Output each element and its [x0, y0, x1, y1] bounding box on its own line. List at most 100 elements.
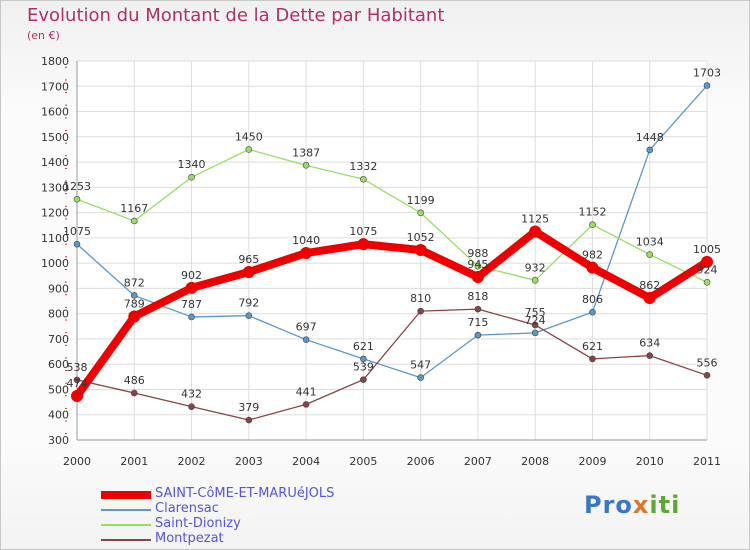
x-tick-label: 2007	[464, 455, 492, 468]
data-point	[360, 175, 367, 183]
data-point	[130, 217, 138, 225]
y-tick-label: 700	[48, 333, 69, 346]
data-label: 932	[525, 261, 546, 274]
data-label: 474	[67, 377, 88, 390]
data-label: 872	[124, 276, 145, 289]
data-point	[589, 355, 596, 363]
data-point	[703, 82, 711, 89]
x-tick-label: 2010	[636, 455, 664, 468]
data-point	[471, 271, 484, 284]
data-point	[128, 310, 141, 323]
data-point	[185, 281, 198, 294]
data-label: 724	[525, 314, 546, 327]
data-label: 1703	[693, 67, 721, 80]
data-point	[245, 312, 253, 319]
data-label: 1340	[178, 158, 206, 171]
data-point	[73, 195, 81, 203]
y-tick-label: 1300	[41, 181, 69, 194]
y-tick-label: 1600	[41, 106, 69, 119]
data-label: 1387	[292, 146, 320, 159]
data-point	[130, 292, 138, 299]
x-tick-label: 2009	[578, 455, 606, 468]
y-tick-label: 800	[48, 308, 69, 321]
data-label: 902	[181, 269, 202, 282]
y-tick-label: 300	[48, 434, 69, 447]
data-point	[529, 225, 542, 238]
data-point	[73, 376, 81, 384]
series-line	[76, 84, 708, 379]
legend-swatch	[101, 524, 151, 526]
legend-swatch	[101, 509, 151, 511]
proxiti-logo: Proxiti	[584, 491, 680, 519]
x-tick-label: 2003	[235, 455, 263, 468]
data-point	[130, 389, 138, 397]
data-point	[357, 238, 370, 251]
data-point	[589, 221, 596, 229]
data-point	[586, 261, 599, 274]
data-label: 432	[181, 388, 202, 401]
y-tick-label: 1200	[41, 207, 69, 220]
y-tick-label: 1800	[41, 55, 69, 68]
y-tick-label: 1400	[41, 156, 69, 169]
legend: SAINT-CôME-ET-MARUéJOLS Clarensac Saint-Di…	[101, 486, 421, 547]
data-point	[360, 376, 367, 383]
x-tick-label: 2001	[120, 455, 148, 468]
x-tick-label: 2006	[407, 455, 435, 468]
data-point	[474, 331, 482, 339]
data-label: 818	[467, 290, 488, 303]
data-label: 1125	[521, 213, 549, 226]
x-tick-label: 2011	[693, 455, 721, 468]
data-label: 806	[582, 293, 603, 306]
data-label: 1450	[235, 130, 263, 143]
data-point	[188, 313, 195, 321]
data-point	[701, 255, 713, 268]
legend-item: Montpezat	[101, 531, 421, 547]
data-point	[245, 416, 253, 424]
data-point	[188, 173, 195, 181]
data-label: 379	[238, 401, 259, 414]
data-point	[646, 251, 654, 258]
legend-item: SAINT-CôME-ET-MARUéJOLS	[101, 486, 421, 502]
data-label: 1253	[63, 180, 91, 193]
legend-label: Montpezat	[155, 531, 224, 546]
data-label: 755	[525, 306, 546, 319]
chart-unit-label: (en €)	[27, 29, 60, 42]
data-label: 924	[697, 263, 718, 276]
y-tick-label: 600	[48, 358, 69, 371]
data-point	[300, 247, 313, 260]
data-point	[646, 146, 654, 154]
y-tick-label: 1000	[41, 257, 69, 270]
data-label: 982	[582, 249, 603, 262]
data-label: 1034	[636, 236, 664, 249]
data-point	[417, 374, 424, 381]
series-line	[76, 308, 708, 421]
data-point	[242, 265, 255, 278]
data-point	[188, 403, 195, 410]
legend-label: Saint-Dionizy	[155, 516, 241, 531]
data-label: 715	[467, 316, 488, 329]
data-point	[302, 162, 310, 169]
data-point	[646, 352, 654, 359]
y-tick-label: 1500	[41, 131, 69, 144]
data-point	[73, 240, 81, 248]
data-label: 539	[353, 361, 374, 374]
data-label: 697	[296, 321, 317, 334]
data-point	[474, 305, 482, 313]
data-label: 538	[67, 361, 88, 374]
legend-swatch	[101, 491, 151, 499]
series-line	[76, 148, 708, 283]
data-point	[474, 262, 482, 270]
data-label: 1332	[349, 160, 377, 173]
legend-item: Saint-Dionizy	[101, 516, 421, 532]
x-tick-label: 2005	[349, 455, 377, 468]
data-label: 945	[467, 258, 488, 271]
data-label: 810	[410, 292, 431, 305]
data-point	[703, 372, 711, 379]
data-label: 1448	[636, 131, 664, 144]
legend-item: Clarensac	[101, 501, 421, 517]
chart-title: Evolution du Montant de la Dette par Hab…	[27, 5, 445, 26]
data-label: 988	[467, 247, 488, 260]
data-point	[360, 355, 367, 363]
y-tick-label: 1100	[41, 232, 69, 245]
